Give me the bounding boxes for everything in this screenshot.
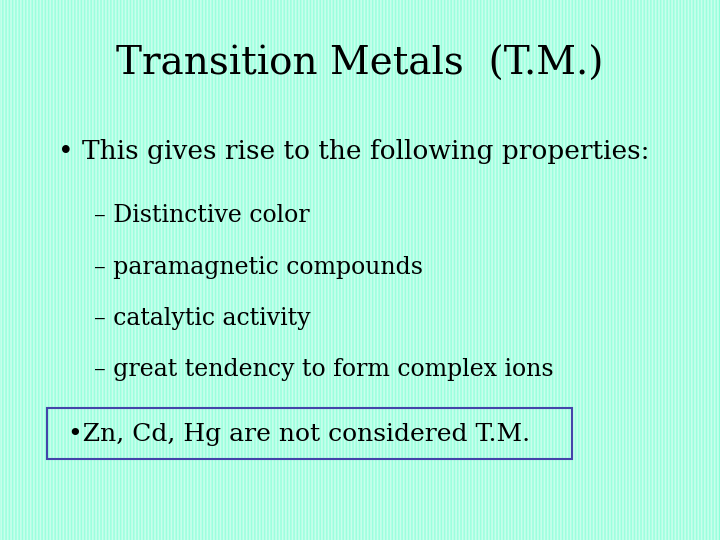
Text: • This gives rise to the following properties:: • This gives rise to the following prope… (58, 139, 649, 164)
Text: – catalytic activity: – catalytic activity (94, 307, 310, 330)
Text: •Zn, Cd, Hg are not considered T.M.: •Zn, Cd, Hg are not considered T.M. (68, 423, 531, 446)
Text: – paramagnetic compounds: – paramagnetic compounds (94, 256, 423, 279)
Text: – Distinctive color: – Distinctive color (94, 205, 309, 227)
Text: – great tendency to form complex ions: – great tendency to form complex ions (94, 359, 553, 381)
Text: Transition Metals  (T.M.): Transition Metals (T.M.) (116, 46, 604, 83)
